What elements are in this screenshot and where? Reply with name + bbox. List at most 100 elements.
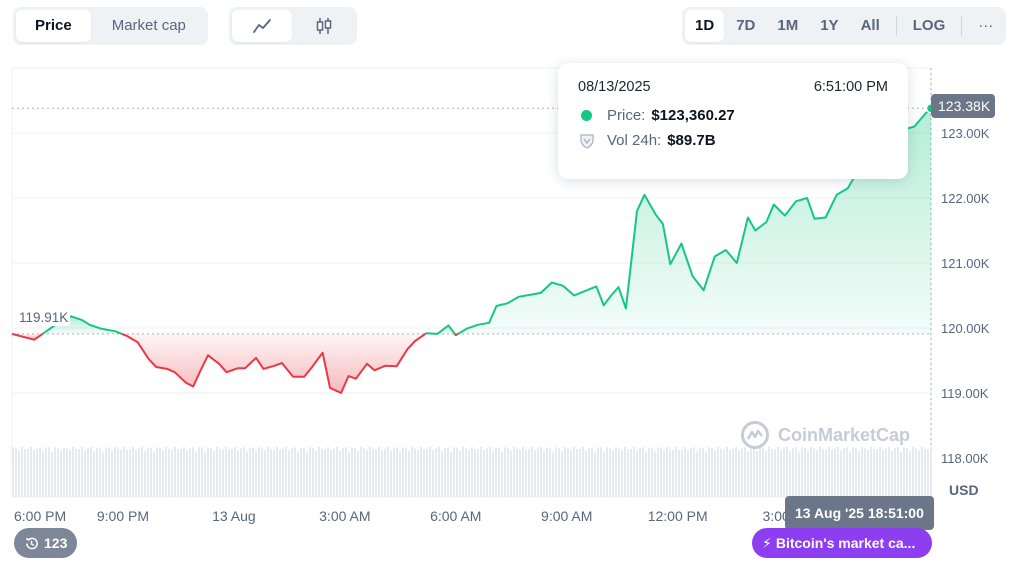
volume-bar	[198, 447, 200, 497]
tab-price[interactable]: Price	[16, 10, 91, 42]
candlestick-button[interactable]	[294, 10, 354, 42]
volume-bar	[411, 447, 413, 497]
volume-bar	[132, 446, 134, 497]
volume-bar	[543, 451, 545, 497]
watermark-text: CoinMarketCap	[778, 424, 911, 445]
more-options-button[interactable]: ···	[978, 17, 994, 34]
volume-bar	[858, 451, 860, 497]
volume-bar	[216, 446, 218, 497]
volume-bar	[741, 448, 743, 497]
range-7d-button[interactable]: 7D	[736, 17, 756, 34]
volume-bar	[474, 449, 476, 497]
volume-bar	[273, 449, 275, 497]
volume-bar	[789, 450, 791, 497]
volume-bar	[324, 449, 326, 497]
volume-bar	[876, 449, 878, 497]
volume-bar	[495, 447, 497, 497]
volume-bar	[783, 448, 785, 497]
volume-bar	[591, 447, 593, 497]
volume-bar	[18, 450, 20, 497]
range-divider	[961, 16, 963, 36]
volume-bar	[426, 449, 428, 497]
volume-bar	[375, 449, 377, 497]
volume-bar	[405, 447, 407, 497]
volume-bar	[39, 447, 41, 497]
volume-bar	[480, 446, 482, 497]
volume-bar	[546, 447, 548, 497]
volume-bar	[33, 450, 35, 497]
volume-bar	[75, 449, 77, 497]
volume-bar	[78, 449, 80, 497]
volume-bar	[42, 451, 44, 497]
volume-bar	[417, 450, 419, 497]
volume-bar	[87, 448, 89, 497]
volume-bar	[516, 448, 518, 497]
volume-bar	[339, 450, 341, 497]
volume-bar	[465, 448, 467, 497]
chart-type-toggle	[229, 7, 357, 45]
volume-bar	[639, 448, 641, 497]
volume-bar	[795, 447, 797, 497]
volume-bar	[846, 447, 848, 497]
volume-bar	[177, 449, 179, 497]
tooltip-volume-label: Vol 24h:	[607, 132, 662, 149]
volume-bar	[771, 448, 773, 497]
history-count: 123	[44, 535, 68, 551]
news-badge-text: Bitcoin's market ca...	[775, 535, 916, 551]
price-line-down	[454, 333, 459, 337]
volume-bar	[288, 450, 290, 497]
volume-bar	[105, 447, 107, 497]
volume-bar	[879, 446, 881, 497]
volume-bar	[321, 448, 323, 497]
line-chart-button[interactable]	[232, 10, 292, 42]
range-1y-button[interactable]: 1Y	[820, 17, 839, 34]
volume-bar	[171, 449, 173, 497]
range-1d-button[interactable]: 1D	[685, 10, 725, 42]
volume-bar	[387, 446, 389, 497]
volume-bar	[444, 447, 446, 497]
volume-bar	[636, 450, 638, 497]
volume-bar	[651, 447, 653, 497]
volume-bar	[447, 447, 449, 497]
volume-bar	[195, 451, 197, 497]
volume-bar	[201, 447, 203, 497]
volume-bar	[330, 449, 332, 497]
volume-bar	[243, 447, 245, 497]
tab-market-cap[interactable]: Market cap	[111, 17, 186, 34]
volume-bar	[72, 446, 74, 497]
metric-tabs: Price Market cap	[13, 7, 208, 45]
volume-bar	[561, 450, 563, 497]
volume-bar	[642, 447, 644, 497]
volume-bar	[48, 447, 50, 497]
volume-bar	[264, 450, 266, 497]
volume-bar	[687, 450, 689, 497]
log-scale-button[interactable]: LOG	[912, 17, 946, 34]
volume-bar	[660, 448, 662, 497]
volume-bar	[798, 451, 800, 497]
volume-bar	[222, 449, 224, 497]
range-all-button[interactable]: All	[860, 17, 880, 34]
volume-bar	[753, 447, 755, 497]
volume-bar	[558, 447, 560, 497]
volume-bar	[564, 446, 566, 497]
history-count-badge[interactable]: 123	[14, 528, 78, 558]
volume-bar	[825, 449, 827, 497]
volume-bar	[906, 447, 908, 497]
volume-bar	[183, 446, 185, 497]
volume-bar	[372, 449, 374, 497]
x-tick-label: 12:00 PM	[648, 508, 708, 524]
range-1m-button[interactable]: 1M	[777, 17, 799, 34]
volume-bar	[261, 448, 263, 497]
news-badge[interactable]: ⚡︎ Bitcoin's market ca...	[752, 528, 932, 558]
y-tick-label: 121.00K	[941, 256, 990, 271]
volume-bar	[294, 447, 296, 497]
volume-bar	[36, 448, 38, 497]
reference-price-label: 119.91K	[17, 309, 71, 326]
y-tick-label: 122.00K	[941, 191, 990, 206]
volume-bar	[174, 446, 176, 497]
volume-bar	[897, 447, 899, 497]
volume-bar	[423, 449, 425, 497]
volume-bar	[531, 446, 533, 497]
volume-bar	[648, 447, 650, 497]
